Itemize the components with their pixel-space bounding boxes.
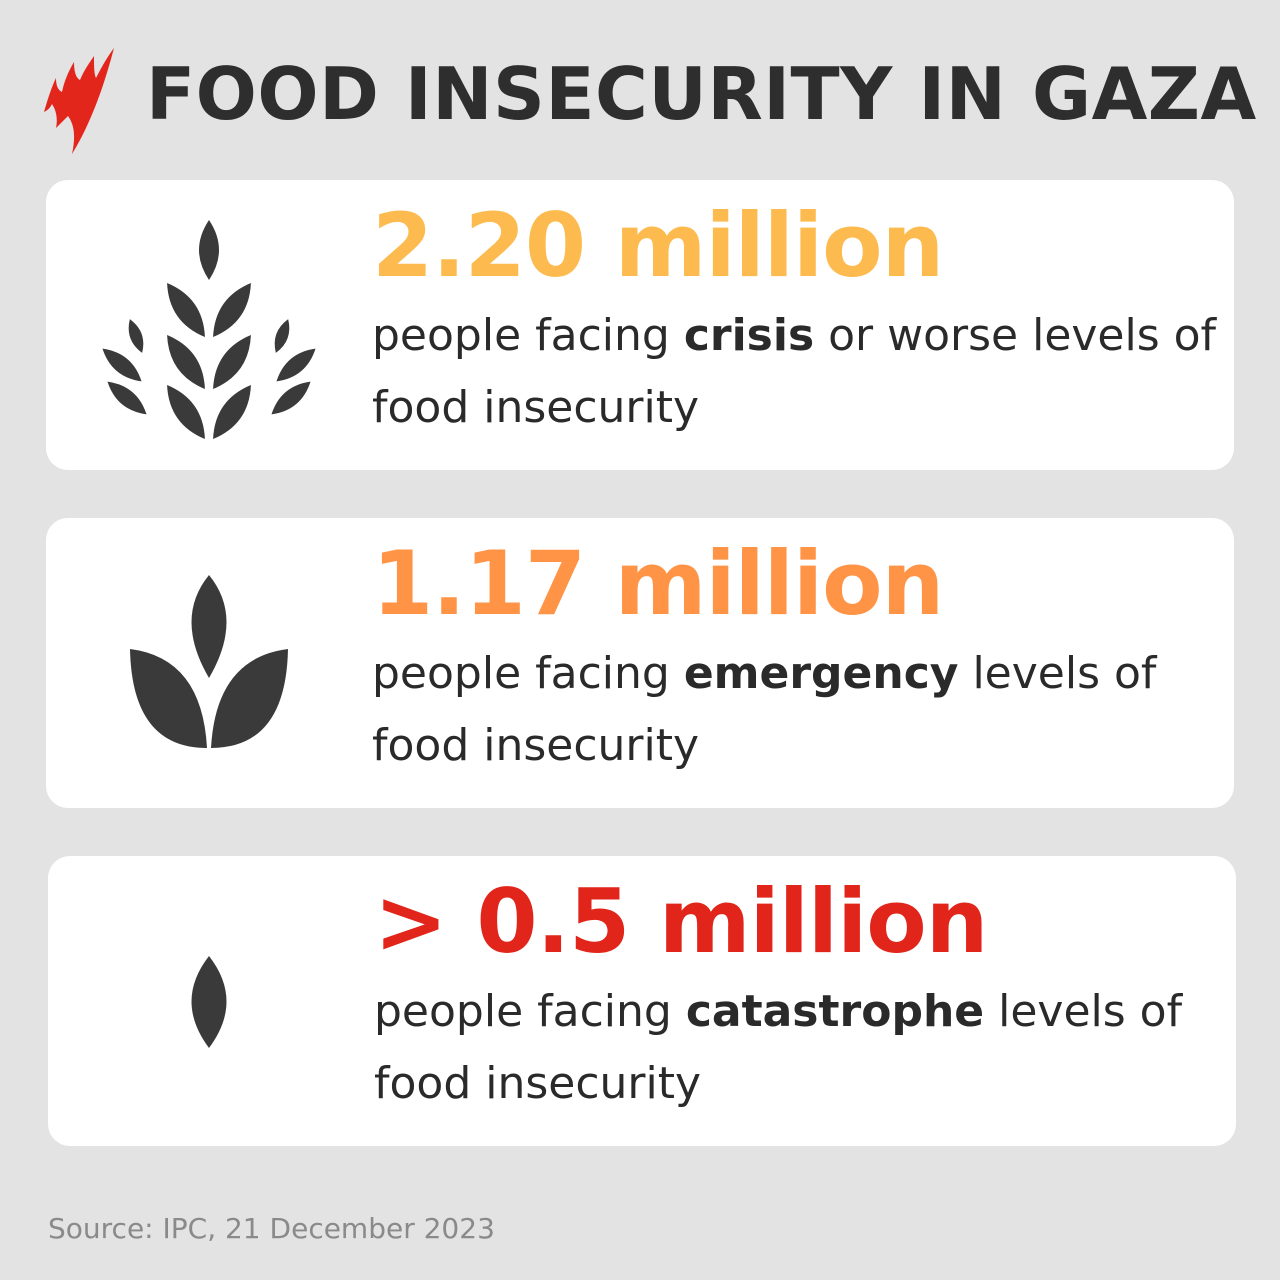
- stat-number: 1.17 million: [372, 532, 944, 635]
- stat-card-crisis: 2.20 million people facing crisis or wor…: [46, 180, 1234, 470]
- stat-number: > 0.5 million: [374, 870, 988, 973]
- stat-card-emergency: 1.17 million people facing emergency lev…: [46, 518, 1234, 808]
- wheat-icon: [97, 220, 321, 440]
- sprout-icon: [130, 575, 288, 748]
- stat-description: people facing catastrophe levels of food…: [374, 986, 1183, 1109]
- page-title: FOOD INSECURITY IN GAZA: [146, 52, 1257, 136]
- stat-description: people facing emergency levels of food i…: [372, 648, 1157, 771]
- stat-card-catastrophe: > 0.5 million people facing catastrophe …: [48, 856, 1236, 1146]
- seed-icon: [191, 956, 227, 1048]
- stat-description: people facing crisis or worse levels of …: [372, 310, 1217, 433]
- source-note: Source: IPC, 21 December 2023: [48, 1212, 495, 1245]
- sbs-logo: [44, 48, 114, 154]
- stat-number: 2.20 million: [372, 194, 944, 297]
